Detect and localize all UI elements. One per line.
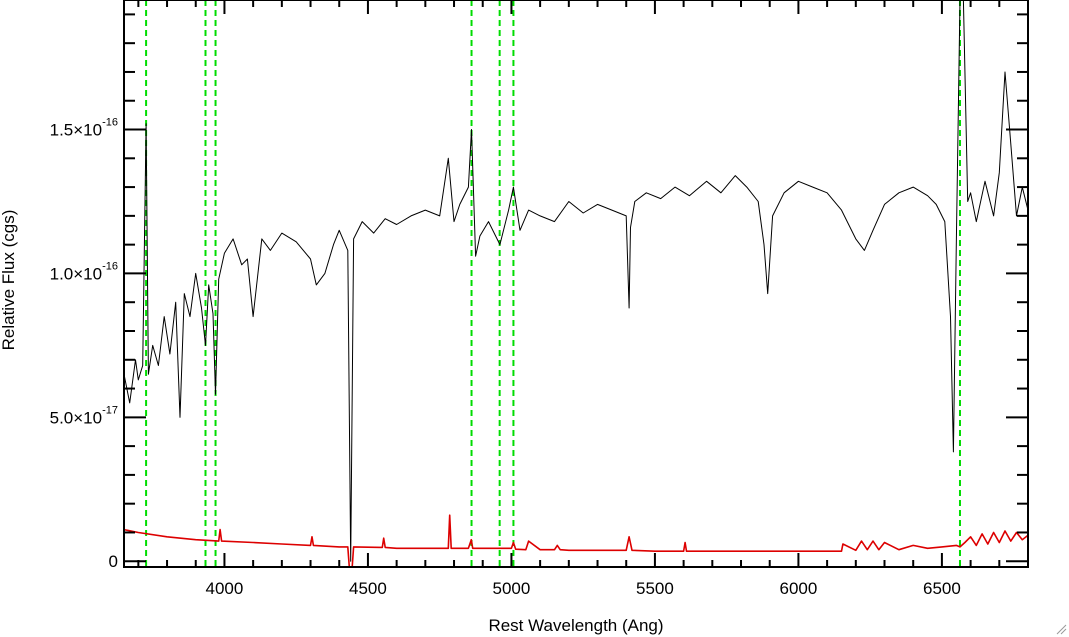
y-axis-title: Relative Flux (cgs) <box>0 210 18 351</box>
y-tick-label-0: 0 <box>109 552 118 571</box>
series-line-1 <box>123 514 1029 568</box>
plot-frame <box>123 0 1029 568</box>
resize-grip-icon[interactable] <box>1055 623 1067 635</box>
y-axis: 0 5.0×10-17 1.0×10-16 1.5×10-16 <box>50 13 1028 571</box>
x-tick-label-5: 6500 <box>923 579 961 598</box>
x-tick-label-4: 6000 <box>779 579 817 598</box>
x-axis: 4000 4500 5000 5500 6000 6500 <box>137 0 1029 598</box>
reference-lines <box>145 0 961 567</box>
x-tick-label-1: 4500 <box>349 579 387 598</box>
y-tick-label-3: 1.5×10-16 <box>50 117 118 140</box>
series-line-0 <box>123 0 1029 562</box>
x-tick-label-2: 5000 <box>493 579 531 598</box>
x-axis-title: Rest Wavelength (Ang) <box>488 616 663 635</box>
x-tick-label-3: 5500 <box>636 579 674 598</box>
y-tick-label-1: 5.0×10-17 <box>50 404 118 427</box>
y-tick-label-2: 1.0×10-16 <box>50 260 118 283</box>
x-tick-label-0: 4000 <box>206 579 244 598</box>
series-layer <box>123 0 1029 568</box>
